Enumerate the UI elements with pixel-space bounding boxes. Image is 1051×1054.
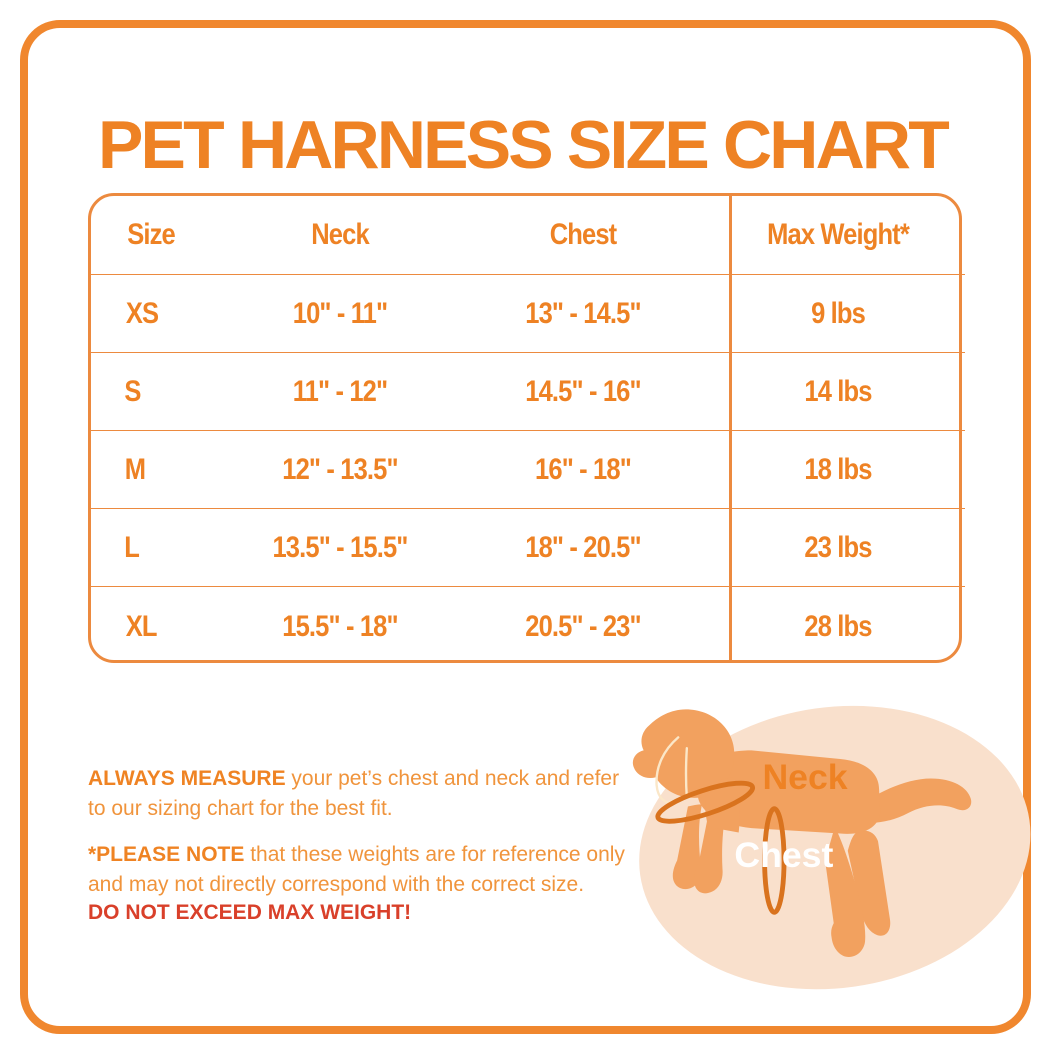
svg-text:Neck: Neck bbox=[762, 757, 847, 797]
svg-text:Chest: Chest bbox=[734, 835, 833, 875]
